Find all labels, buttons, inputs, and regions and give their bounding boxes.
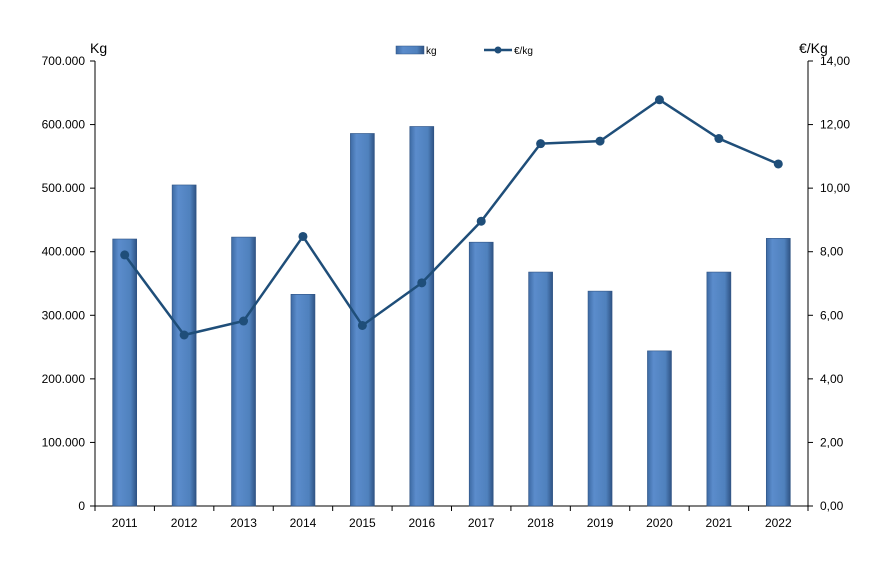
legend-swatch-eur-per-kg-marker: [494, 46, 502, 54]
bar-2022: [765, 238, 791, 507]
right-tick-label: 0,00: [820, 499, 844, 513]
left-tick-label: 400.000: [42, 245, 86, 259]
left-tick-label: 600.000: [42, 118, 86, 132]
eur-per-kg-point-2013: [239, 316, 249, 326]
left-tick-label: 300.000: [42, 308, 86, 322]
legend: kg €/kg: [395, 45, 533, 57]
right-tick-label: 10,00: [820, 181, 850, 195]
x-tick-label: 2018: [527, 516, 554, 530]
eur-per-kg-point-2022: [773, 159, 783, 169]
eur-per-kg-point-2014: [298, 231, 308, 241]
x-tick-label: 2016: [408, 516, 435, 530]
eur-per-kg-point-2020: [654, 95, 664, 105]
eur-per-kg-point-2017: [476, 216, 486, 226]
bar-series-kg: [112, 126, 791, 507]
x-tick-label: 2013: [230, 516, 257, 530]
x-axis-ticks: 2011 2012 2013 2014 2015 2016 2017 2018 2019 2020…: [94, 506, 809, 530]
x-tick-label: 2011: [112, 516, 138, 530]
x-tick-label: 2020: [646, 516, 673, 530]
left-tick-label: 0: [78, 499, 85, 513]
right-axis-title: €/Kg: [799, 40, 828, 56]
x-tick-label: 2019: [587, 516, 614, 530]
x-tick-label: 2022: [765, 516, 792, 530]
legend-label-kg: kg: [426, 46, 437, 57]
eur-per-kg-line: [123, 98, 779, 337]
bar-2014: [290, 294, 316, 507]
left-axis-title: Kg: [90, 40, 107, 56]
eur-per-kg-point-2019: [595, 136, 605, 146]
right-tick-label: 6,00: [820, 308, 844, 322]
left-tick-label: 200.000: [42, 372, 86, 386]
legend-swatch-kg: [395, 45, 425, 55]
left-tick-label: 500.000: [42, 181, 86, 195]
x-tick-label: 2014: [290, 516, 317, 530]
line-series-eur-per-kg: [120, 95, 783, 340]
bar-2013: [231, 236, 256, 507]
right-axis-ticks: 0,00 2,00 4,00 6,00 8,00 10,00 12,00 14,00: [808, 54, 850, 513]
eur-per-kg-point-2012: [179, 330, 189, 340]
right-tick-label: 8,00: [820, 245, 844, 259]
eur-per-kg-point-2018: [536, 139, 546, 149]
right-tick-label: 4,00: [820, 372, 844, 386]
bar-2018: [528, 271, 553, 507]
x-tick-label: 2015: [349, 516, 376, 530]
bar-2019: [587, 290, 613, 507]
x-tick-label: 2021: [706, 516, 733, 530]
bar-2011: [112, 238, 138, 507]
bar-2016: [409, 126, 435, 507]
eur-per-kg-point-2021: [714, 134, 724, 144]
right-tick-label: 14,00: [820, 54, 850, 68]
x-tick-label: 2017: [468, 516, 495, 530]
left-axis-ticks: 0 100.000 200.000 300.000 400.000 500.000 600.…: [42, 54, 95, 513]
left-tick-label: 100.000: [42, 435, 86, 449]
bar-2020: [647, 350, 672, 507]
legend-label-eur-per-kg: €/kg: [514, 46, 533, 57]
left-tick-label: 700.000: [42, 54, 86, 68]
eur-per-kg-point-2015: [357, 320, 367, 330]
eur-per-kg-point-2016: [417, 278, 427, 288]
bar-2017: [468, 241, 494, 507]
right-tick-label: 2,00: [820, 435, 844, 449]
bar-2012: [171, 184, 197, 507]
x-tick-label: 2012: [171, 516, 198, 530]
bar-2021: [706, 271, 732, 507]
eur-per-kg-point-2011: [120, 250, 130, 260]
right-tick-label: 12,00: [820, 118, 850, 132]
